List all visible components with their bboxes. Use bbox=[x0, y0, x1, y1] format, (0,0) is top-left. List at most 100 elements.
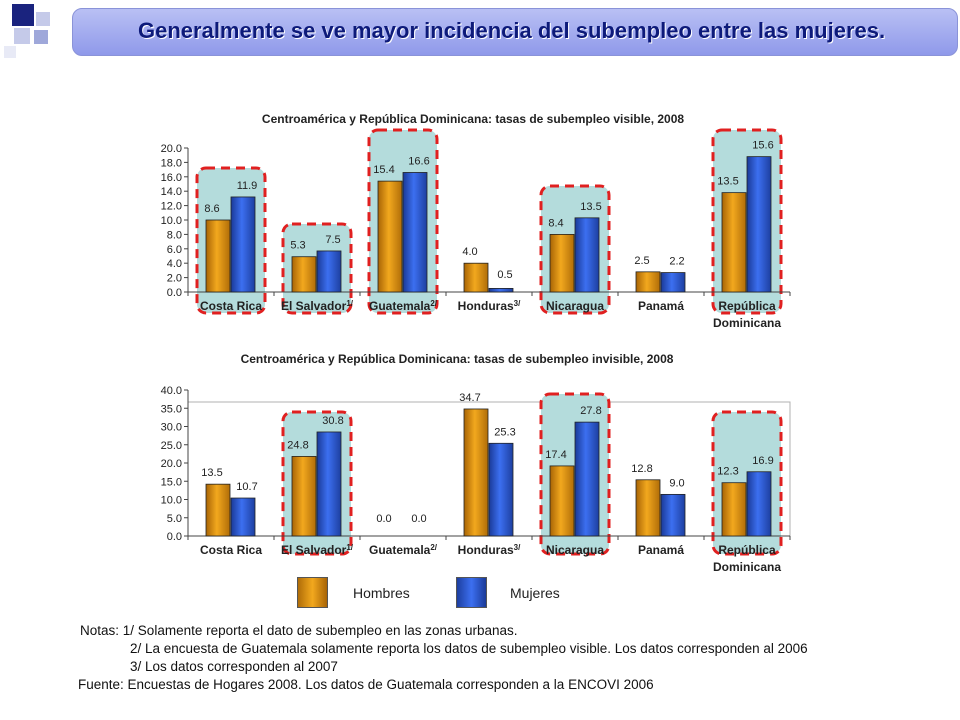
slide-title: Generalmente se ve mayor incidencia del … bbox=[138, 18, 886, 43]
category-label: Guatemala2/ bbox=[369, 543, 438, 557]
note-1-text: 1/ Solamente reporta el dato de subemple… bbox=[122, 623, 518, 638]
data-label: 8.4 bbox=[548, 217, 563, 229]
data-label: 17.4 bbox=[545, 449, 566, 461]
y-tick-label: 10.0 bbox=[161, 495, 182, 507]
y-tick-label: 14.0 bbox=[161, 186, 182, 198]
bar-hombres bbox=[463, 262, 489, 293]
bar-hombres bbox=[635, 271, 661, 293]
decorative-square bbox=[36, 12, 50, 26]
note-3: 3/ Los datos corresponden al 2007 bbox=[130, 659, 338, 674]
data-label: 13.5 bbox=[717, 176, 738, 188]
bar-mujeres bbox=[746, 156, 772, 293]
legend-swatch-mujeres bbox=[456, 577, 487, 608]
chart-title-invisible: Centroamérica y República Dominicana: ta… bbox=[240, 352, 674, 366]
data-label: 8.6 bbox=[204, 203, 219, 215]
category-superscript: 3/ bbox=[514, 299, 521, 308]
bar-hombres bbox=[291, 456, 317, 537]
y-tick-label: 0.0 bbox=[167, 287, 182, 299]
bar-hombres bbox=[549, 234, 575, 293]
chart-title-visible: Centroamérica y República Dominicana: ta… bbox=[261, 112, 685, 126]
bar-hombres bbox=[377, 180, 403, 293]
y-tick-label: 5.0 bbox=[167, 513, 182, 525]
y-tick-label: 0.0 bbox=[167, 531, 182, 543]
data-label: 12.3 bbox=[717, 466, 738, 478]
category-label: Guatemala2/ bbox=[369, 299, 438, 313]
category-label: Panamá bbox=[638, 543, 684, 557]
bar-mujeres bbox=[660, 272, 686, 293]
bar-mujeres bbox=[488, 287, 514, 293]
bar-mujeres bbox=[574, 421, 600, 537]
bar-mujeres bbox=[402, 172, 428, 293]
category-superscript: 3/ bbox=[514, 543, 521, 552]
category-superscript: 2/ bbox=[430, 299, 437, 308]
category-label: Nicaragua bbox=[546, 543, 604, 557]
legend-label-mujeres: Mujeres bbox=[510, 585, 560, 601]
notes-label: Notas: bbox=[80, 623, 120, 638]
y-tick-label: 15.0 bbox=[161, 476, 182, 488]
category-label: Costa Rica bbox=[200, 543, 262, 557]
category-label: Costa Rica bbox=[200, 299, 262, 313]
category-label: Dominicana bbox=[713, 560, 781, 574]
bar-mujeres bbox=[316, 250, 342, 293]
source-note: Fuente: Encuestas de Hogares 2008. Los d… bbox=[78, 677, 654, 692]
data-label: 13.5 bbox=[580, 201, 601, 213]
data-label: 27.8 bbox=[580, 405, 601, 417]
bar-hombres bbox=[205, 219, 231, 293]
y-tick-label: 30.0 bbox=[161, 422, 182, 434]
data-label: 24.8 bbox=[287, 439, 308, 451]
y-tick-label: 16.0 bbox=[161, 172, 182, 184]
category-superscript: 1/ bbox=[346, 543, 353, 552]
decorative-square bbox=[4, 46, 16, 58]
data-label: 7.5 bbox=[325, 234, 340, 246]
data-label: 16.6 bbox=[408, 155, 429, 167]
y-tick-label: 6.0 bbox=[167, 244, 182, 256]
decorative-square bbox=[12, 4, 34, 26]
bar-hombres bbox=[721, 192, 747, 293]
y-tick-label: 20.0 bbox=[161, 458, 182, 470]
chart-visible-underemployment: 0.0 2.0 4.0 6.0 8.0 10.0 12.0 14.0 16.0 18.0 20.0 8… bbox=[161, 128, 791, 330]
category-label: Dominicana bbox=[713, 316, 781, 330]
title-banner bbox=[72, 8, 958, 56]
note-2: 2/ La encuesta de Guatemala solamente re… bbox=[130, 641, 808, 656]
bar-mujeres bbox=[488, 442, 514, 537]
bar-hombres bbox=[549, 465, 575, 537]
data-label: 9.0 bbox=[669, 477, 684, 489]
y-tick-label: 18.0 bbox=[161, 157, 182, 169]
data-label: 0.0 bbox=[376, 513, 391, 525]
data-label: 25.3 bbox=[494, 426, 515, 438]
y-tick-label: 8.0 bbox=[167, 229, 182, 241]
category-label: El Salvador1/ bbox=[281, 543, 354, 557]
data-label: 10.7 bbox=[236, 481, 257, 493]
category-label: Panamá bbox=[638, 299, 684, 313]
category-label: Honduras3/ bbox=[458, 299, 521, 313]
decorative-square bbox=[14, 28, 30, 44]
category-label: Honduras3/ bbox=[458, 543, 521, 557]
category-superscript: 2/ bbox=[430, 543, 437, 552]
y-tick-label: 25.0 bbox=[161, 440, 182, 452]
bar-mujeres bbox=[230, 196, 256, 293]
data-label: 2.2 bbox=[669, 256, 684, 268]
data-label: 0.0 bbox=[411, 513, 426, 525]
bar-hombres bbox=[721, 482, 747, 537]
bar-mujeres bbox=[746, 471, 772, 537]
y-tick-label: 4.0 bbox=[167, 258, 182, 270]
y-tick-label: 35.0 bbox=[161, 403, 182, 415]
note-1: Notas: 1/ Solamente reporta el dato de s… bbox=[80, 622, 808, 640]
bar-mujeres bbox=[660, 493, 686, 537]
y-tick-label: 40.0 bbox=[161, 385, 182, 397]
data-label: 0.5 bbox=[497, 269, 512, 281]
bar-mujeres bbox=[230, 497, 256, 537]
bar-hombres bbox=[463, 408, 489, 537]
category-label: República bbox=[718, 543, 776, 557]
bar-hombres bbox=[291, 256, 317, 293]
category-superscript: 1/ bbox=[346, 299, 353, 308]
y-tick-label: 2.0 bbox=[167, 273, 182, 285]
y-tick-label: 20.0 bbox=[161, 143, 182, 155]
notes-block: Notas: 1/ Solamente reporta el dato de s… bbox=[78, 622, 808, 694]
data-label: 30.8 bbox=[322, 415, 343, 427]
bar-mujeres bbox=[316, 431, 342, 537]
data-label: 5.3 bbox=[290, 240, 305, 252]
data-label: 2.5 bbox=[634, 255, 649, 267]
bar-mujeres bbox=[574, 217, 600, 293]
data-label: 4.0 bbox=[462, 246, 477, 258]
